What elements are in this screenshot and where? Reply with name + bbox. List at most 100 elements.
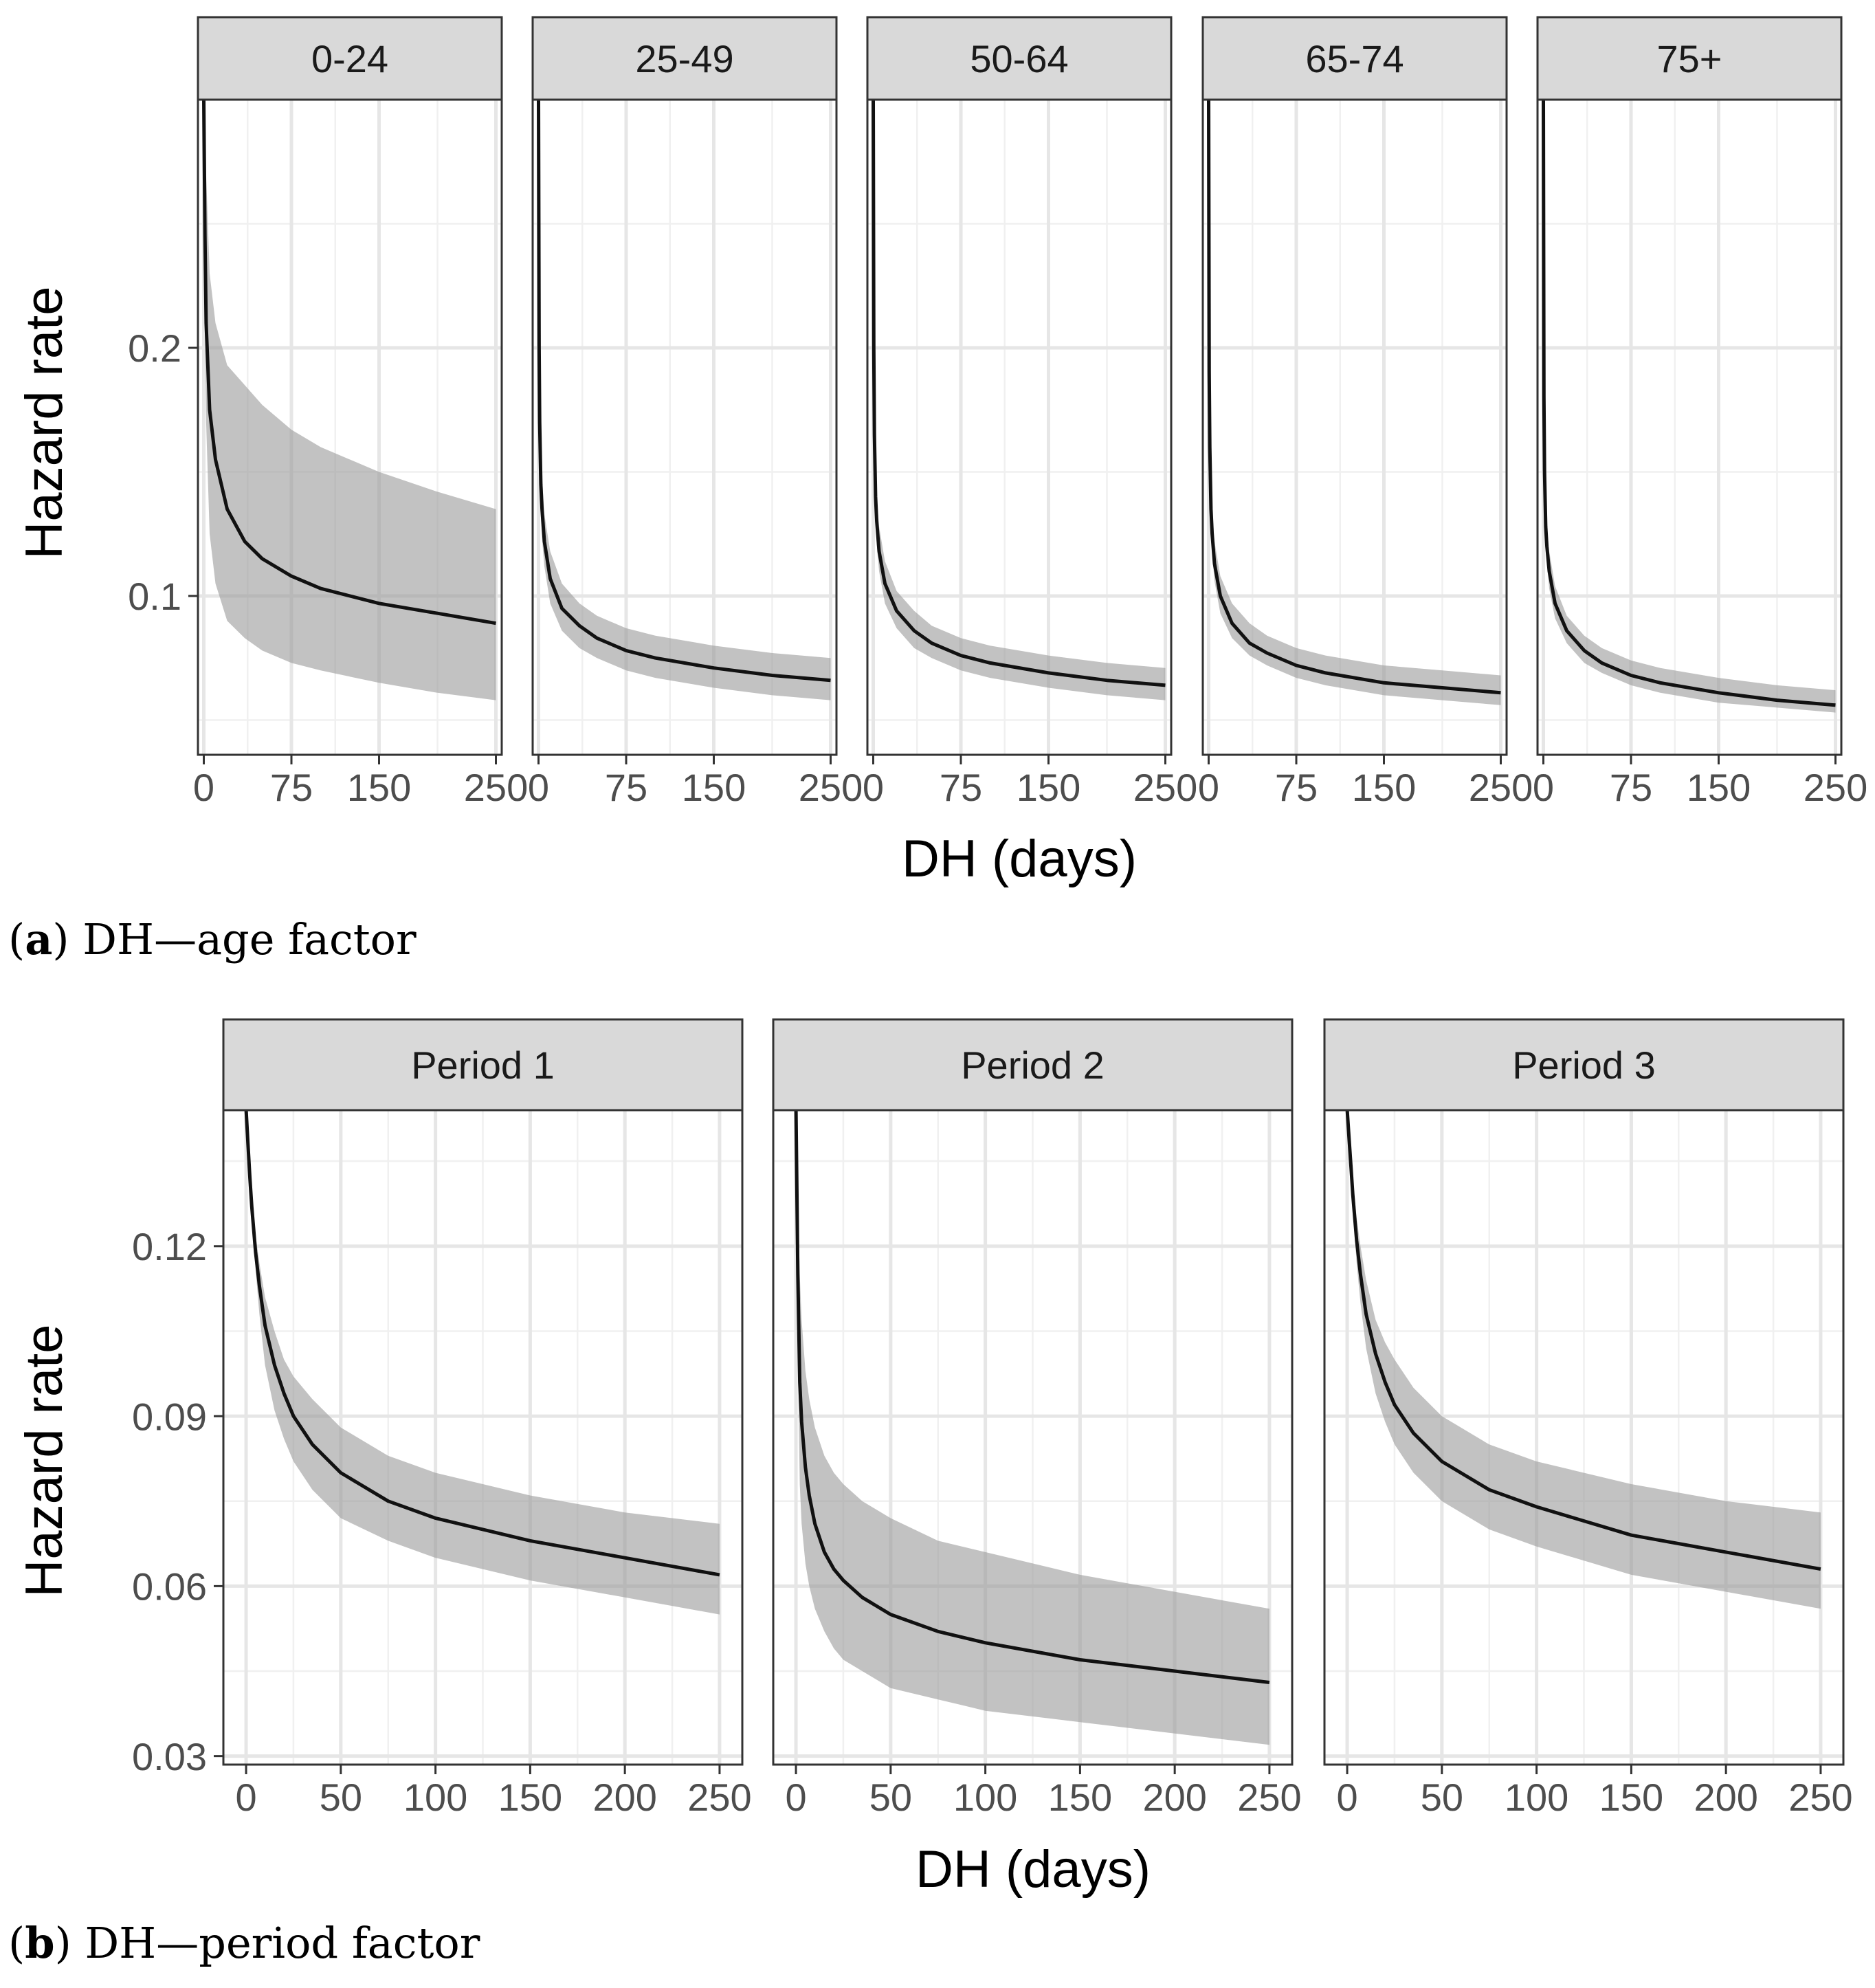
facet-strip-label: Period 1 (411, 1043, 555, 1087)
hazard-curve (794, 1110, 1270, 1684)
x-tick-label: 0 (863, 766, 884, 809)
x-tick-label: 0 (193, 766, 214, 809)
chart-period: Period 10 50 100 150 200 2500.030.060.090.12P… (15, 1018, 1853, 1899)
x-tick-label: 250 (799, 766, 863, 809)
x-tick-label: 250 (1788, 1776, 1852, 1819)
facet-strip (197, 16, 503, 101)
caption-b: (b) DH—period factor (8, 1918, 480, 1968)
confidence-band (1347, 1110, 1821, 1609)
x-tick-label: 150 (1048, 1776, 1112, 1819)
hazard-curve (1207, 100, 1501, 695)
x-axis-title: DH (days) (902, 830, 1137, 888)
y-tick-label: 0.12 (132, 1225, 207, 1268)
facet-strip-label: 65-74 (1305, 37, 1404, 80)
x-tick-label: 0 (1336, 1776, 1357, 1819)
grid-lines (533, 100, 836, 755)
panel-border (772, 1109, 1294, 1766)
x-tick-label: 75 (1610, 766, 1652, 809)
facet-strip-label: Period 2 (961, 1043, 1105, 1087)
panel-age-1: 25-49 0 75 150 250 (528, 16, 863, 809)
caption-a-letter: a (25, 914, 53, 964)
x-tick-label: 75 (605, 766, 647, 809)
facet-strip-label: 75+ (1657, 37, 1722, 80)
facet-strip (772, 1018, 1294, 1112)
panel-period-1: Period 2 0 50 100 150 200 250 (772, 1018, 1302, 1819)
hazard-curve (872, 100, 1166, 687)
facet-strip (1323, 1018, 1845, 1112)
x-tick-label: 150 (347, 766, 411, 809)
x-tick-label: 150 (1352, 766, 1416, 809)
y-tick-label: 0.2 (128, 327, 181, 370)
panel-age-3: 65-74 0 75 150 250 (1198, 16, 1533, 809)
panel-border (1201, 98, 1508, 756)
panel-age-0: 0-24 0 75 150 250 0.1 0.2 (128, 16, 528, 809)
x-tick-label: 75 (270, 766, 313, 809)
facet-strip (1536, 16, 1843, 101)
x-tick-label: 150 (498, 1776, 562, 1819)
x-tick-label: 200 (1142, 1776, 1206, 1819)
caption-b-letter: b (25, 1918, 55, 1968)
panel-border (222, 1109, 744, 1766)
x-tick-label: 250 (687, 1776, 751, 1819)
confidence-band (796, 1110, 1269, 1745)
facet-strip (866, 16, 1173, 101)
x-tick-label: 50 (869, 1776, 912, 1819)
y-tick-label: 0.03 (132, 1735, 207, 1778)
y-tick-label: 0.1 (128, 575, 181, 618)
facet-strip-label: 25-49 (635, 37, 733, 80)
hazard-curve (1345, 1110, 1821, 1571)
x-tick-label: 150 (1687, 766, 1751, 809)
caption-a: (a) DH—age factor (8, 914, 417, 964)
facet-strip-label: 0-24 (311, 37, 388, 80)
x-tick-label: 200 (1694, 1776, 1757, 1819)
facet-strip-label: Period 3 (1512, 1043, 1656, 1087)
panel-age-2: 50-64 0 75 150 250 (863, 16, 1197, 809)
panel-age-4: 75+ 0 75 150 250 (1533, 16, 1867, 809)
panel-period-0: Period 1 0 50 100 150 200 250 0.03 0.06 0.09 0.12 (132, 1018, 752, 1819)
hazard-curve (244, 1110, 720, 1577)
x-tick-label: 150 (1599, 1776, 1663, 1819)
x-tick-label: 0 (1533, 766, 1554, 809)
hazard-curve (202, 100, 496, 626)
x-tick-label: 250 (1469, 766, 1533, 809)
facet-strip (222, 1018, 744, 1112)
grid-lines (223, 1110, 742, 1765)
grid-lines (1538, 100, 1841, 755)
x-tick-label: 0 (528, 766, 549, 809)
plot-background (1203, 100, 1507, 755)
y-tick-label: 0.06 (132, 1565, 207, 1609)
y-axis-title: Hazard rate (15, 1324, 74, 1597)
x-tick-label: 100 (1505, 1776, 1568, 1819)
facet-strip-label: 50-64 (970, 37, 1068, 80)
confidence-band (203, 100, 496, 700)
x-axis-title: DH (days) (916, 1840, 1151, 1899)
x-tick-label: 0 (235, 1776, 256, 1819)
panel-border (1323, 1109, 1845, 1766)
x-tick-label: 250 (1804, 766, 1867, 809)
x-tick-label: 150 (682, 766, 746, 809)
x-tick-label: 50 (320, 1776, 362, 1819)
x-tick-label: 250 (1237, 1776, 1301, 1819)
x-tick-label: 0 (785, 1776, 806, 1819)
facet-strip (531, 16, 838, 101)
caption-b-text: DH—period factor (71, 1918, 480, 1968)
panel-border (197, 98, 503, 756)
x-tick-label: 0 (1198, 766, 1219, 809)
x-tick-label: 200 (592, 1776, 656, 1819)
panel-border (1536, 98, 1843, 756)
x-tick-label: 250 (464, 766, 528, 809)
x-tick-label: 250 (1133, 766, 1197, 809)
facet-strip (1201, 16, 1508, 101)
panel-border (531, 98, 838, 756)
hazard-curve (537, 100, 831, 683)
x-tick-label: 75 (1275, 766, 1318, 809)
y-axis-title: Hazard rate (15, 286, 74, 559)
hazard-curve (1542, 100, 1836, 707)
panel-border (866, 98, 1173, 756)
x-tick-label: 100 (403, 1776, 467, 1819)
x-tick-label: 150 (1017, 766, 1080, 809)
x-tick-label: 75 (940, 766, 982, 809)
caption-a-text: DH—age factor (69, 914, 417, 964)
